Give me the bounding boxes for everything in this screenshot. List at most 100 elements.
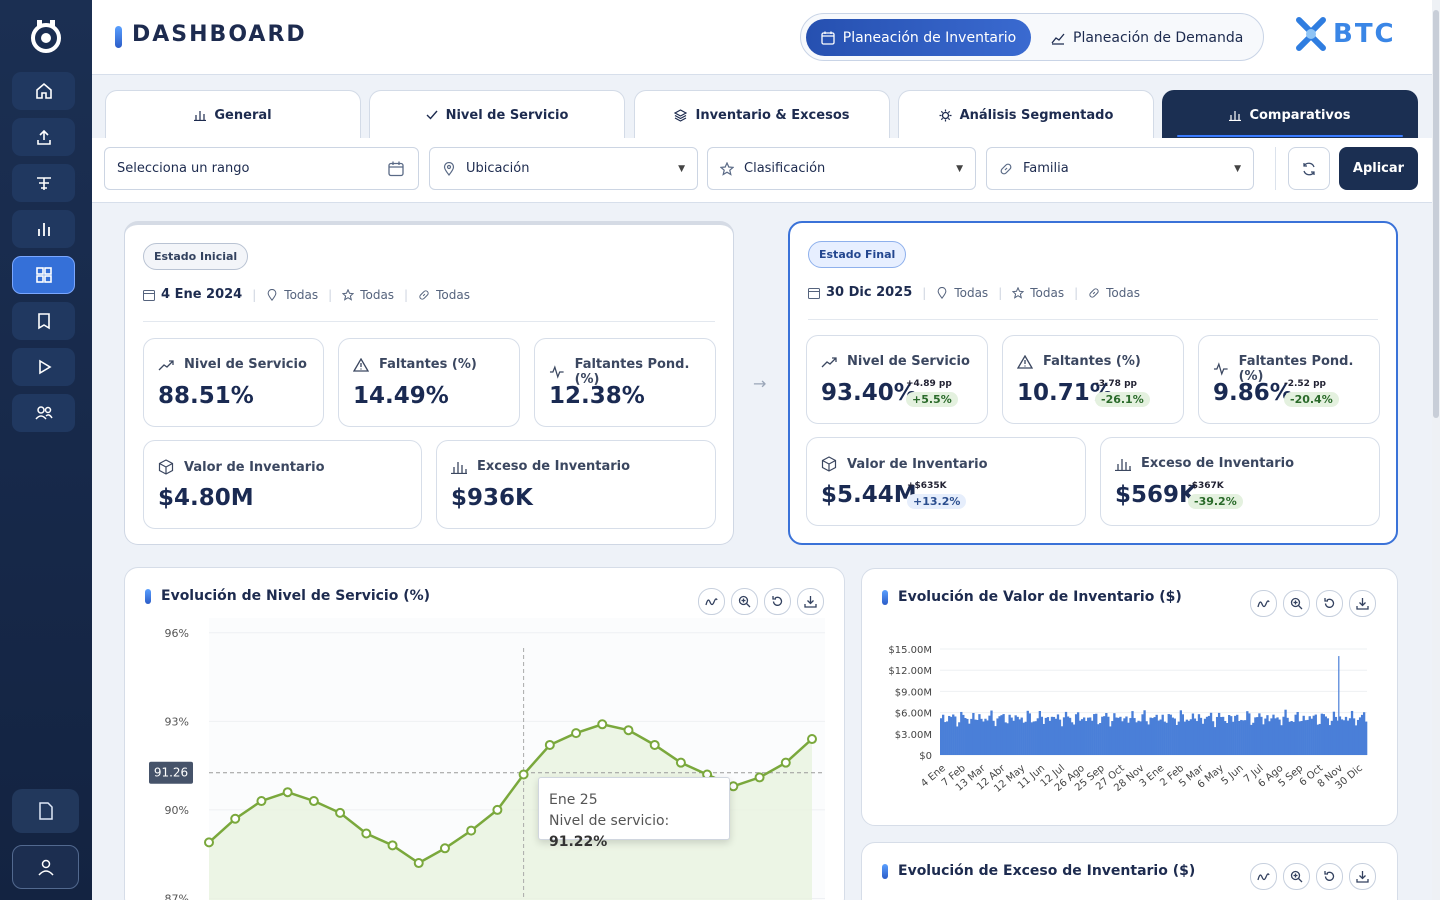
bar (1236, 714, 1239, 755)
bar (1292, 721, 1295, 755)
tab-general[interactable]: General (105, 90, 361, 139)
kpi-label: Faltantes (%) (379, 357, 477, 372)
bar (984, 718, 987, 755)
final-state-badge: Estado Final (808, 241, 907, 268)
family-select[interactable]: Familia ▼ (986, 147, 1254, 190)
chart-tooltip: Ene 25 Nivel de servicio: 91.22% (538, 777, 730, 850)
bar (968, 723, 971, 755)
y-tick-label: 90% (165, 804, 189, 817)
classification-select[interactable]: Clasificación ▼ (707, 147, 976, 190)
smooth-line-button[interactable] (1250, 590, 1277, 617)
bar (1070, 722, 1074, 755)
demand-planning-button[interactable]: Planeación de Demanda (1051, 19, 1251, 56)
service-level-panel: Evolución de Nivel de Servicio (%) 96% 93… (124, 567, 845, 900)
service-level-chart: 96% 93% 90% 87% 91.26 (149, 618, 825, 900)
inventory-planning-button[interactable]: Planeación de Inventario (806, 19, 1031, 56)
data-point (492, 804, 503, 815)
separator: | (252, 287, 257, 302)
bar (1157, 720, 1160, 755)
book-icon[interactable] (12, 302, 75, 340)
smooth-line-button[interactable] (698, 588, 725, 615)
kpi-delta: +4.89 pp +5.5% (906, 378, 958, 407)
user-profile-icon[interactable] (12, 845, 79, 889)
app-logo-icon (26, 16, 66, 56)
tab-service-level[interactable]: Nivel de Servicio (369, 90, 625, 139)
bar (1334, 716, 1338, 755)
bar (1066, 716, 1070, 755)
data-point (308, 796, 319, 807)
bar (994, 726, 997, 755)
bar (1346, 720, 1350, 755)
bar (1320, 713, 1323, 755)
bar (1294, 714, 1297, 755)
classification-label: Clasificación (744, 161, 826, 176)
bar (1014, 715, 1017, 755)
download-button[interactable] (1349, 590, 1376, 617)
tab-label: Comparativos (1249, 107, 1351, 123)
bar (1300, 721, 1303, 755)
tooltip-label: Nivel de servicio: (549, 813, 670, 829)
bar (1244, 720, 1247, 755)
download-icon (1356, 871, 1369, 883)
bar (1252, 722, 1255, 755)
zoom-icon (738, 595, 751, 608)
bar (1080, 719, 1084, 755)
bar (1135, 722, 1138, 755)
refresh-button[interactable] (1288, 147, 1330, 190)
bar (1056, 714, 1060, 755)
bar (1266, 715, 1269, 755)
scrollbar-thumb[interactable] (1433, 10, 1439, 418)
divider (808, 319, 1378, 320)
zoom-button[interactable] (1283, 863, 1310, 890)
bar (1083, 717, 1086, 755)
location-select[interactable]: Ubicación ▼ (429, 147, 698, 190)
bar (980, 718, 983, 755)
kpi-label: Valor de Inventario (847, 456, 988, 472)
divider (143, 321, 715, 322)
filter-sliders-icon[interactable] (12, 164, 75, 202)
document-icon[interactable] (12, 789, 79, 833)
data-point (807, 734, 817, 745)
grid-icon[interactable] (12, 256, 75, 294)
reset-icon (772, 596, 783, 606)
bar (1038, 711, 1042, 755)
bar (1163, 721, 1166, 755)
users-icon[interactable] (12, 394, 75, 432)
zoom-button[interactable] (731, 588, 758, 615)
bar (1085, 721, 1088, 755)
tab-inventory-excess[interactable]: Inventario & Excesos (634, 90, 890, 139)
reset-button[interactable] (1316, 590, 1343, 617)
tab-segmented-analysis[interactable]: Análisis Segmentado (898, 90, 1154, 139)
bar (1264, 718, 1267, 755)
play-icon[interactable] (12, 348, 75, 386)
download-button[interactable] (1349, 863, 1376, 890)
data-point (439, 843, 450, 854)
bar (1254, 717, 1257, 755)
bar (1262, 724, 1265, 755)
zoom-button[interactable] (1283, 590, 1310, 617)
tab-label: Nivel de Servicio (445, 107, 569, 123)
bar-chart-icon[interactable] (12, 210, 75, 248)
bar (1258, 713, 1261, 755)
bar (1193, 718, 1197, 755)
tab-comparatives[interactable]: Comparativos (1162, 90, 1418, 139)
home-icon[interactable] (12, 72, 75, 110)
bar (1119, 716, 1122, 755)
chevron-down-icon: ▼ (678, 163, 685, 174)
separator: | (922, 285, 927, 300)
bar (1024, 721, 1027, 755)
reset-button[interactable] (1316, 863, 1343, 890)
bar (1318, 723, 1321, 755)
page-scrollbar[interactable] (1432, 0, 1440, 900)
smooth-line-button[interactable] (1250, 863, 1277, 890)
delta-relative: +5.5% (906, 392, 958, 407)
initial-state-card: Estado Inicial 4 Ene 2024 | Todas | Toda… (124, 221, 734, 545)
kpi-delta: -$367K -39.2% (1188, 480, 1243, 509)
download-button[interactable] (797, 588, 824, 615)
bar (1109, 726, 1112, 755)
bar (1213, 727, 1217, 755)
reset-button[interactable] (764, 588, 791, 615)
upload-icon[interactable] (12, 118, 75, 156)
date-range-input[interactable]: Selecciona un rango (104, 147, 419, 190)
apply-button[interactable]: Aplicar (1339, 147, 1418, 190)
